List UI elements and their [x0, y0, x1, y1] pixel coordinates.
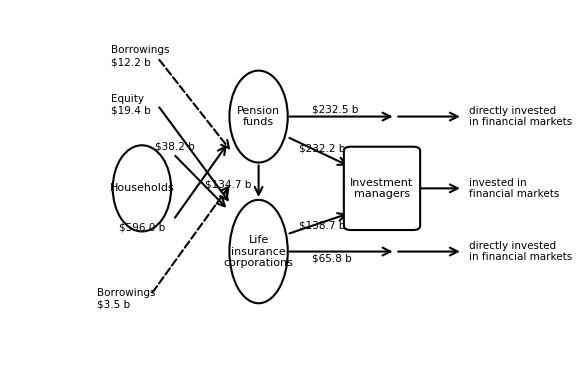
Text: Equity
$19.4 b: Equity $19.4 b	[111, 94, 151, 116]
Text: Life
insurance
corporations: Life insurance corporations	[223, 235, 294, 268]
Text: Borrowings
$12.2 b: Borrowings $12.2 b	[111, 46, 169, 67]
Ellipse shape	[229, 200, 288, 303]
Text: Investment
managers: Investment managers	[350, 178, 413, 199]
Text: $232.5 b: $232.5 b	[313, 104, 359, 115]
Text: invested in
financial markets: invested in financial markets	[470, 178, 560, 199]
Text: Pension
funds: Pension funds	[237, 106, 280, 127]
Text: directly invested
in financial markets: directly invested in financial markets	[470, 106, 573, 127]
Text: $38.2 b: $38.2 b	[155, 142, 195, 152]
Text: directly invested
in financial markets: directly invested in financial markets	[470, 241, 573, 262]
Text: $65.8 b: $65.8 b	[313, 254, 352, 264]
Text: $232.2 b: $232.2 b	[299, 144, 345, 154]
Ellipse shape	[113, 145, 171, 231]
Ellipse shape	[229, 70, 288, 163]
Text: $134.7 b: $134.7 b	[205, 179, 251, 189]
FancyBboxPatch shape	[344, 147, 420, 230]
Text: $596.0 b: $596.0 b	[119, 222, 166, 232]
Text: $138.7 b: $138.7 b	[299, 221, 345, 231]
Text: Households: Households	[109, 184, 174, 193]
Text: Borrowings
$3.5 b: Borrowings $3.5 b	[97, 288, 156, 310]
